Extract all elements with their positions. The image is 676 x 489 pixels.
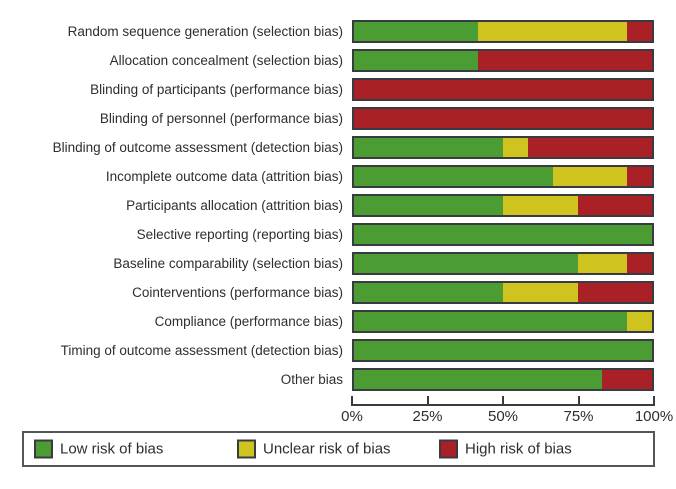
x-axis-tick	[577, 396, 580, 406]
bar-segment-unclear-risk	[503, 196, 578, 215]
bar-segment-high-risk	[627, 167, 652, 186]
bar-row: Participants allocation (attrition bias)	[0, 194, 676, 217]
stacked-bar	[352, 281, 654, 304]
bar-segment-low-risk	[354, 312, 628, 331]
legend-label: Low risk of bias	[60, 440, 164, 458]
bar-segment-unclear-risk	[503, 283, 578, 302]
stacked-bar	[352, 223, 654, 246]
category-label: Blinding of personnel (performance bias)	[99, 111, 343, 126]
x-axis: 0% 25% 50% 75% 100%	[341, 396, 673, 428]
legend-item-unclear-risk: Unclear risk of bias	[237, 439, 391, 459]
bar-segment-high-risk	[354, 80, 652, 99]
bar-row: Compliance (performance bias)	[0, 310, 676, 333]
legend: Low risk of bias Unclear risk of bias High…	[22, 431, 655, 467]
bar-segment-high-risk	[627, 254, 652, 273]
bar-row: Blinding of outcome assessment (detectio…	[0, 136, 676, 159]
legend-label: Unclear risk of bias	[263, 440, 391, 458]
stacked-bar	[352, 368, 654, 391]
bar-row: Cointerventions (performance bias)	[0, 281, 676, 304]
x-axis-tick	[502, 396, 504, 406]
category-label: Blinding of participants (performance bi…	[90, 82, 343, 97]
bar-segment-low-risk	[354, 225, 652, 244]
bar-row: Other bias	[0, 368, 676, 391]
bar-segment-low-risk	[354, 370, 603, 389]
bar-segment-low-risk	[354, 22, 479, 41]
x-axis-tick-label: 0%	[341, 408, 363, 425]
category-label: Allocation concealment (selection bias)	[109, 53, 343, 68]
category-label: Compliance (performance bias)	[154, 314, 343, 329]
bar-row: Random sequence generation (selection bi…	[0, 20, 676, 43]
legend-label: High risk of bias	[465, 440, 572, 458]
x-axis-tick-label: 100%	[634, 408, 674, 425]
stacked-bar	[352, 310, 654, 333]
bar-row: Timing of outcome assessment (detection …	[0, 339, 676, 362]
stacked-bar	[352, 49, 654, 72]
low-risk-swatch-icon	[34, 439, 53, 459]
bar-segment-low-risk	[354, 283, 503, 302]
x-axis-tick-label: 75%	[563, 408, 594, 425]
stacked-bar	[352, 20, 654, 43]
category-label: Timing of outcome assessment (detection …	[60, 343, 343, 358]
category-label: Incomplete outcome data (attrition bias)	[105, 169, 343, 184]
stacked-bar	[352, 252, 654, 275]
category-label: Participants allocation (attrition bias)	[126, 198, 343, 213]
bar-row: Blinding of participants (performance bi…	[0, 78, 676, 101]
x-axis-tick-label: 25%	[412, 408, 443, 425]
category-label: Random sequence generation (selection bi…	[67, 24, 343, 39]
stacked-bar	[352, 339, 654, 362]
bar-segment-unclear-risk	[627, 312, 652, 331]
bar-segment-unclear-risk	[577, 254, 628, 273]
bar-row: Incomplete outcome data (attrition bias)	[0, 165, 676, 188]
bar-segment-low-risk	[354, 254, 578, 273]
x-axis-tick	[351, 396, 353, 406]
bar-segment-high-risk	[354, 109, 652, 128]
bar-segment-high-risk	[602, 370, 652, 389]
category-label: Other bias	[280, 372, 343, 387]
legend-item-high-risk: High risk of bias	[439, 439, 572, 459]
bar-segment-unclear-risk	[478, 22, 628, 41]
bar-segment-low-risk	[354, 341, 652, 360]
stacked-bar	[352, 78, 654, 101]
bar-segment-unclear-risk	[552, 167, 628, 186]
high-risk-swatch-icon	[439, 439, 458, 459]
bar-row: Allocation concealment (selection bias)	[0, 49, 676, 72]
category-label: Blinding of outcome assessment (detectio…	[52, 140, 343, 155]
x-axis-tick-label: 50%	[487, 408, 519, 425]
legend-item-low-risk: Low risk of bias	[34, 439, 164, 459]
x-axis-tick	[653, 396, 655, 406]
bar-segment-high-risk	[577, 283, 652, 302]
category-label: Baseline comparability (selection bias)	[113, 256, 343, 271]
category-label: Selective reporting (reporting bias)	[136, 227, 343, 242]
bar-segment-high-risk	[527, 138, 652, 157]
bar-segment-low-risk	[354, 196, 503, 215]
bar-row: Blinding of personnel (performance bias)	[0, 107, 676, 130]
bar-row: Baseline comparability (selection bias)	[0, 252, 676, 275]
bar-segment-low-risk	[354, 138, 503, 157]
category-label: Cointerventions (performance bias)	[132, 285, 343, 300]
bar-row: Selective reporting (reporting bias)	[0, 223, 676, 246]
bar-segment-high-risk	[627, 22, 652, 41]
bar-segment-high-risk	[478, 51, 652, 70]
bar-segment-unclear-risk	[503, 138, 528, 157]
bar-segment-low-risk	[354, 51, 479, 70]
bar-segment-low-risk	[354, 167, 553, 186]
x-axis-tick	[426, 396, 429, 406]
bar-segment-high-risk	[577, 196, 652, 215]
stacked-bar	[352, 165, 654, 188]
stacked-bar	[352, 107, 654, 130]
stacked-bar	[352, 194, 654, 217]
stacked-bar	[352, 136, 654, 159]
unclear-risk-swatch-icon	[237, 439, 256, 459]
